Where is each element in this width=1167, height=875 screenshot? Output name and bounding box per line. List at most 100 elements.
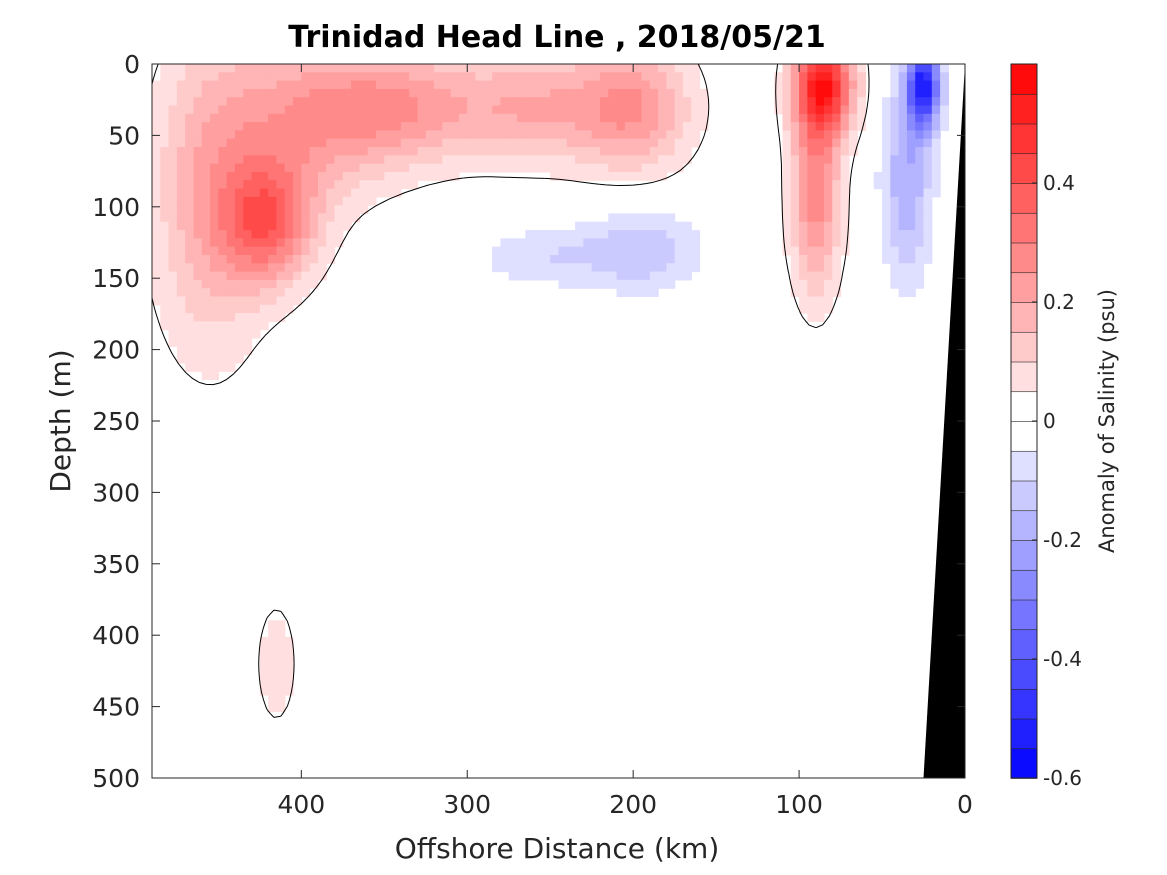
salinity-cell [375,72,385,82]
salinity-cell [434,97,443,107]
salinity-cell [168,337,178,347]
salinity-cell [898,105,908,115]
salinity-cell [890,213,900,223]
salinity-cell [583,88,593,98]
salinity-cell [649,246,659,256]
salinity-cell [840,155,850,165]
salinity-cell [234,263,244,273]
salinity-cell [566,171,576,181]
salinity-cell [525,122,535,132]
salinity-cell [442,72,452,82]
salinity-cell [558,230,568,239]
salinity-cell [807,155,817,165]
salinity-cell [915,171,925,181]
salinity-cell [782,246,792,256]
salinity-cell [591,72,601,82]
salinity-cell [923,138,933,148]
salinity-cell [284,105,294,115]
salinity-cell [409,97,419,107]
salinity-cell [649,163,659,173]
salinity-cell [915,138,925,148]
salinity-cell [218,354,228,364]
salinity-cell [301,155,311,165]
salinity-cell [608,221,618,231]
salinity-cell [334,64,344,73]
salinity-cell [807,238,817,248]
salinity-cell [458,64,468,73]
salinity-cell [301,246,311,256]
salinity-cell [334,230,344,239]
salinity-cell [193,72,203,82]
salinity-cell [541,254,551,264]
salinity-cell [234,188,244,198]
salinity-cell [508,80,518,90]
salinity-cell [392,88,402,98]
salinity-cell [334,188,344,198]
salinity-cell [682,138,692,148]
salinity-cell [367,155,377,165]
salinity-cell [517,64,526,73]
salinity-cell [309,155,319,165]
salinity-cell [334,105,344,115]
salinity-cell [201,296,211,306]
salinity-cell [210,80,219,90]
salinity-cell [400,180,410,190]
salinity-cell [566,279,576,289]
salinity-cell [616,254,626,264]
salinity-cell [392,105,402,115]
salinity-cell [201,64,211,73]
salinity-cell [326,113,336,123]
colorbar-segment [1010,93,1038,125]
salinity-cell [259,180,269,190]
salinity-cell [334,155,344,165]
salinity-cell [840,72,850,82]
salinity-cell [168,155,178,165]
salinity-cell [815,254,825,264]
salinity-cell [210,155,219,165]
salinity-cell [882,230,891,239]
salinity-cell [317,72,327,82]
salinity-cell [268,213,278,223]
salinity-cell [251,130,261,140]
salinity-cell [467,72,477,82]
salinity-cell [832,196,842,206]
salinity-cell [832,188,842,198]
salinity-cell [790,155,800,165]
salinity-cell [243,230,253,239]
salinity-cell [915,155,925,165]
salinity-cell [517,113,526,123]
salinity-cell [517,88,526,98]
salinity-cell [923,122,933,132]
salinity-cell [201,321,211,331]
salinity-cell [185,188,195,198]
salinity-cell [251,263,261,273]
salinity-cell [832,138,842,148]
salinity-cell [434,64,443,73]
salinity-cell [815,230,825,239]
salinity-cell [525,155,535,165]
salinity-cell [301,88,311,98]
salinity-cell [276,163,286,173]
salinity-cell [259,288,269,298]
salinity-cell [500,105,510,115]
salinity-cell [815,279,825,289]
salinity-cell [591,122,601,132]
salinity-cell [616,213,626,223]
salinity-cell [226,254,236,264]
salinity-cell [923,113,933,123]
salinity-cell [251,105,261,115]
salinity-cell [201,362,211,372]
salinity-cell [409,155,419,165]
salinity-cell [931,97,941,107]
salinity-cell [599,230,609,239]
salinity-cell [599,138,609,148]
salinity-cell [492,163,502,173]
salinity-cell [301,196,311,206]
salinity-cell [152,171,161,181]
salinity-cell [259,130,269,140]
salinity-cell [799,271,808,281]
salinity-cell [807,122,817,132]
salinity-cell [823,205,833,215]
salinity-cell [832,171,842,181]
salinity-cell [882,180,891,190]
